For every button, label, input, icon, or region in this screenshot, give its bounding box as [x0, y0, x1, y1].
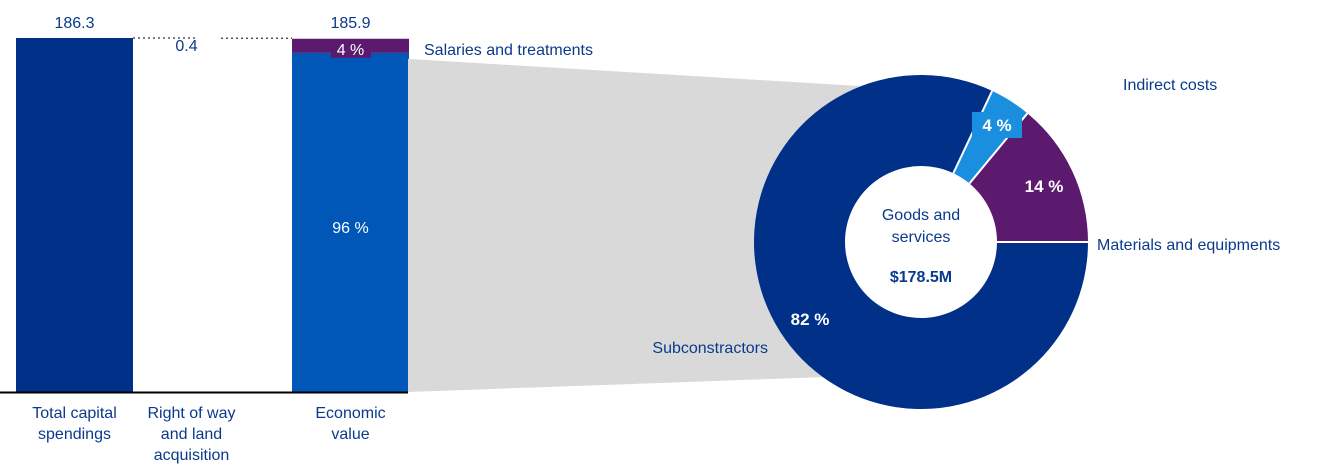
- bar-right-of-way: [133, 38, 250, 39]
- bar-segment-purchases: [292, 52, 409, 393]
- donut-slice-materials: [969, 113, 1088, 243]
- slice-name-indirect: Indirect costs: [1123, 77, 1217, 94]
- bar-total-capital-spendings: [16, 38, 133, 392]
- slice-name-subcontractors: Subconstractors: [652, 340, 768, 357]
- value-label-total: 186.3: [54, 15, 94, 32]
- slice-name-materials: Materials and equipments: [1097, 237, 1280, 254]
- salaries-annotation: Salaries and treatments: [424, 42, 593, 59]
- salaries-share-box: [331, 39, 371, 58]
- category-label-line: and land: [161, 426, 222, 443]
- category-label-line: value: [331, 426, 369, 443]
- donut-center-label: services: [892, 229, 951, 246]
- category-label-line: acquisition: [154, 447, 230, 464]
- donut-center-value: $178.5M: [890, 269, 952, 286]
- category-label-line: Total capital: [32, 405, 117, 422]
- salaries-share-label: 4 %: [337, 42, 365, 59]
- slice-label-materials: 14 %: [1025, 177, 1064, 196]
- projection-band: [408, 58, 859, 393]
- donut-center-label: Goods and: [882, 207, 960, 224]
- indirect-share-box: [972, 112, 1022, 138]
- category-label-line: Economic: [315, 405, 385, 422]
- slice-label-indirect: 4 %: [982, 116, 1011, 135]
- purchases-share-label: 96 %: [332, 220, 368, 237]
- category-label-line: spendings: [38, 426, 111, 443]
- value-label-right-of-way: 0.4: [175, 38, 197, 55]
- slice-label-subcontractors: 82 %: [791, 310, 830, 329]
- donut-slice-subcontractors: [754, 74, 1088, 409]
- value-label-economic: 185.9: [330, 15, 370, 32]
- category-label-line: Right of way: [147, 405, 235, 422]
